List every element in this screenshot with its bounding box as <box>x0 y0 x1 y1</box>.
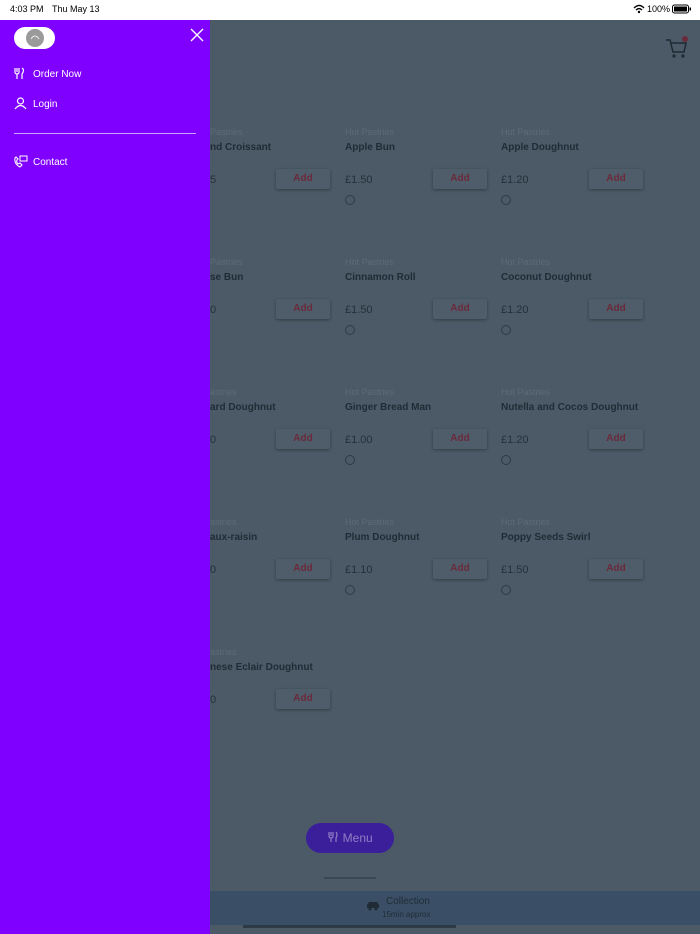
side-drawer: Order Now Login Contact <box>0 20 210 934</box>
product-category: Hot Pastries <box>345 127 395 137</box>
footer-mode: Collection <box>386 896 430 907</box>
status-bar: 4:03 PM Thu May 13 100% <box>0 0 700 20</box>
battery-icon <box>672 4 691 14</box>
product-category: Hot Pastries <box>345 387 395 397</box>
product-price: £1.20 <box>501 434 529 446</box>
info-icon[interactable] <box>501 585 511 595</box>
info-icon[interactable] <box>501 195 511 205</box>
login-icon <box>14 97 27 110</box>
order-icon <box>14 67 25 79</box>
add-button[interactable]: Add <box>276 689 330 709</box>
add-button[interactable]: Add <box>433 299 487 319</box>
add-button[interactable]: Add <box>276 299 330 319</box>
add-button[interactable]: Add <box>589 169 643 189</box>
product-price: £1.20 <box>501 304 529 316</box>
add-button[interactable]: Add <box>433 559 487 579</box>
product-category: Hot Pastries <box>345 257 395 267</box>
product-name: ard Doughnut <box>210 402 276 413</box>
product-name: Apple Bun <box>345 142 395 153</box>
product-category: astries <box>210 387 237 397</box>
menu-icon <box>328 831 338 842</box>
product-category: Hot Pastries <box>501 257 551 267</box>
drawer-item[interactable]: Order Now <box>33 69 82 80</box>
add-button[interactable]: Add <box>589 559 643 579</box>
add-button[interactable]: Add <box>589 429 643 449</box>
info-icon[interactable] <box>501 455 511 465</box>
product-price: £1.10 <box>345 564 373 576</box>
info-icon[interactable] <box>501 325 511 335</box>
drawer-item[interactable]: Contact <box>33 157 68 168</box>
product-price: 0 <box>210 564 217 576</box>
info-icon[interactable] <box>345 585 355 595</box>
product-name: Coconut Doughnut <box>501 272 592 283</box>
product-name: nd Croissant <box>210 142 272 153</box>
add-button[interactable]: Add <box>276 559 330 579</box>
info-icon[interactable] <box>345 325 355 335</box>
product-category: Hot Pastries <box>345 517 395 527</box>
product-name: se Bun <box>210 272 244 283</box>
product-category: Pastries <box>210 127 243 137</box>
product-name: Apple Doughnut <box>501 142 579 153</box>
product-name: Poppy Seeds Swirl <box>501 532 591 543</box>
product-category: astries <box>210 517 237 527</box>
product-price: 0 <box>210 304 217 316</box>
info-icon[interactable] <box>345 195 355 205</box>
add-button[interactable]: Add <box>433 169 487 189</box>
product-name: Plum Doughnut <box>345 532 420 543</box>
add-button[interactable]: Add <box>276 429 330 449</box>
product-price: 5 <box>210 174 217 186</box>
product-price: £1.00 <box>345 434 373 446</box>
time: 4:03 PM <box>10 4 44 14</box>
menu-label: Menu <box>342 831 373 845</box>
product-price: 0 <box>210 434 217 446</box>
product-price: £1.50 <box>345 304 373 316</box>
product-name: Cinnamon Roll <box>345 272 416 283</box>
product-category: astries <box>210 647 237 657</box>
divider <box>14 133 196 134</box>
product-price: £1.50 <box>345 174 373 186</box>
product-name: Ginger Bread Man <box>345 402 432 413</box>
add-button[interactable]: Add <box>433 429 487 449</box>
product-price: £1.50 <box>501 564 529 576</box>
footer-time: 15min approx <box>382 910 431 919</box>
product-name: nese Eclair Doughnut <box>210 662 313 673</box>
info-icon[interactable] <box>345 455 355 465</box>
product-category: Pastries <box>210 257 243 267</box>
date: Thu May 13 <box>52 4 100 14</box>
product-category: Hot Pastries <box>501 127 551 137</box>
home-indicator <box>243 925 456 928</box>
product-category: Hot Pastries <box>501 387 551 397</box>
product-category: Hot Pastries <box>501 517 551 527</box>
logo-mark <box>26 29 44 47</box>
contact-icon <box>14 155 28 168</box>
car-icon <box>367 902 379 911</box>
cart-icon[interactable] <box>664 36 690 60</box>
close-button[interactable] <box>189 27 205 43</box>
handle <box>324 877 376 879</box>
logo <box>14 27 55 49</box>
product-name: Nutella and Cocos Doughnut <box>501 402 639 413</box>
add-button[interactable]: Add <box>276 169 330 189</box>
product-price: £1.20 <box>501 174 529 186</box>
wifi-icon <box>633 4 645 14</box>
product-price: 0 <box>210 694 217 706</box>
drawer-item[interactable]: Login <box>33 99 58 110</box>
product-name: aux-raisin <box>210 532 258 543</box>
add-button[interactable]: Add <box>589 299 643 319</box>
battery-text: 100% <box>647 4 671 14</box>
menu-button[interactable]: Menu <box>306 823 394 853</box>
